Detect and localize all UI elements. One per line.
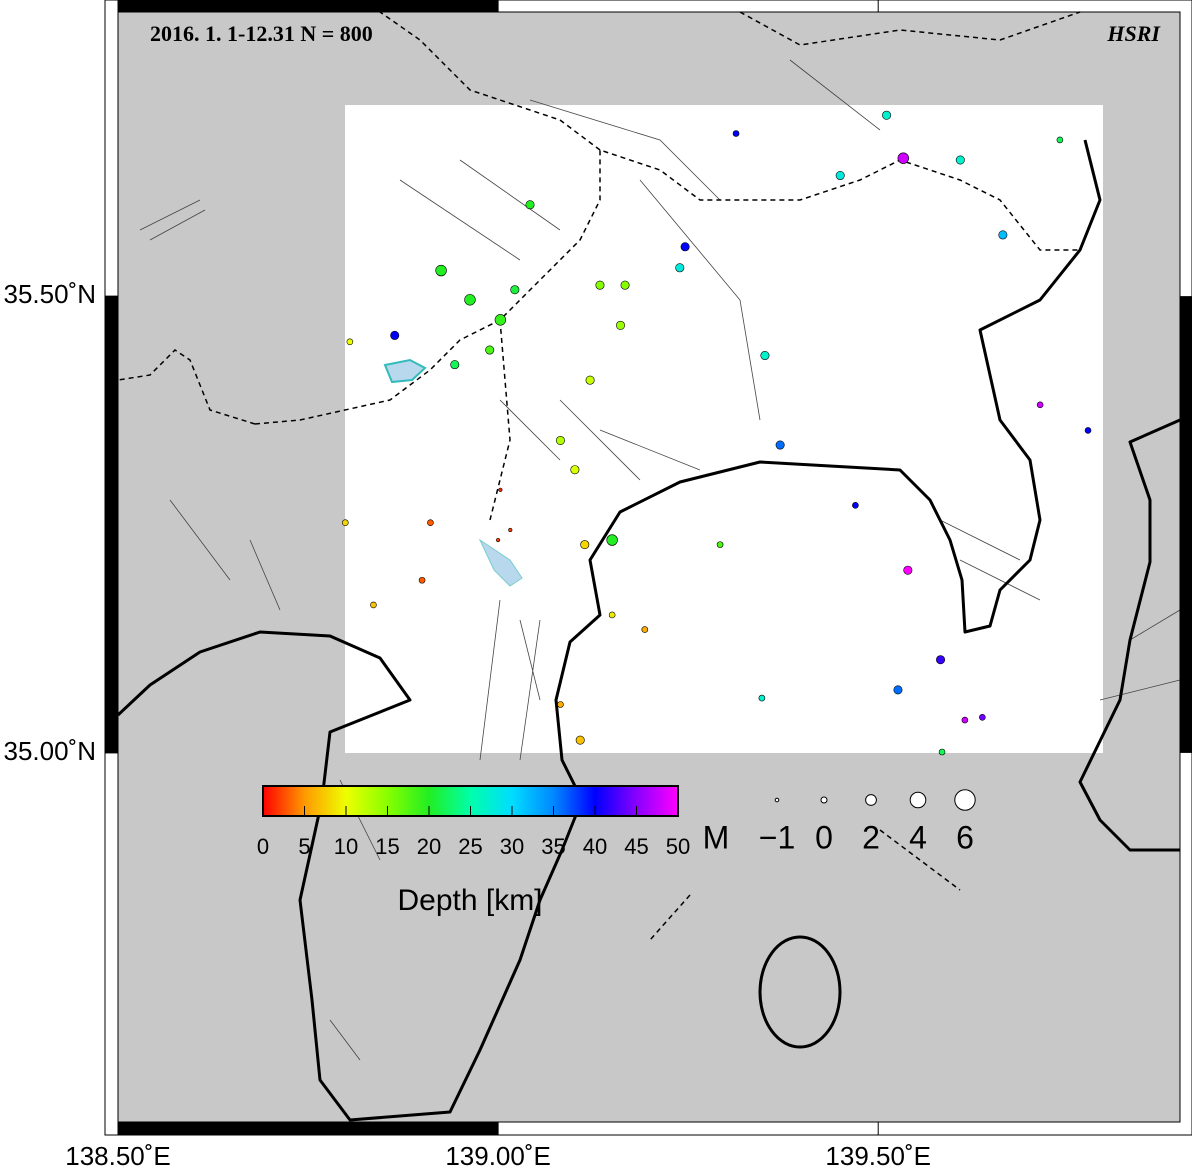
epicenter	[716, 541, 724, 548]
epicenter	[1036, 401, 1044, 409]
epicenter	[494, 314, 507, 326]
epicenters	[341, 110, 1092, 756]
colorbar-label: Depth [km]	[397, 884, 542, 917]
lake-yamanaka	[383, 358, 427, 384]
epicenter	[615, 320, 625, 330]
magnitude-symbol	[820, 796, 828, 804]
colorbar-tick-label: 25	[458, 834, 482, 859]
epicenter	[508, 527, 513, 533]
map-title: 2016. 1. 1-12.31 N = 800	[150, 21, 373, 46]
magnitude-tick-label: 4	[909, 819, 927, 855]
epicenter	[525, 200, 535, 210]
epicenter	[510, 285, 520, 295]
colorbar-tick-label: 10	[334, 834, 358, 859]
epicenter	[893, 685, 903, 695]
epicenter	[1056, 136, 1064, 144]
epicenter	[979, 713, 986, 721]
epicenter	[570, 465, 580, 475]
colorbar-tick-label: 15	[375, 834, 399, 859]
epicenter	[897, 152, 909, 164]
epicenter	[555, 435, 565, 445]
magnitude-symbol	[865, 794, 877, 806]
colorbar-tick-label: 20	[417, 834, 441, 859]
epicenter	[418, 576, 426, 584]
x-tick-label: 139.50˚E	[825, 1141, 931, 1171]
epicenter	[620, 280, 630, 290]
frame-bar	[118, 1122, 499, 1135]
magnitude-symbol	[774, 797, 780, 803]
epicenter	[450, 360, 460, 370]
epicenter	[760, 351, 770, 361]
epicenter	[485, 345, 495, 355]
epicenter	[427, 519, 434, 526]
colorbar-tick-label: 35	[541, 834, 565, 859]
epicenter	[882, 110, 892, 120]
epicenter	[1084, 427, 1092, 434]
epicenter	[955, 155, 965, 165]
epicenter	[758, 694, 766, 702]
colorbar-tick-label: 40	[583, 834, 607, 859]
epicenter	[608, 611, 616, 619]
epicenter	[961, 716, 969, 724]
frame-bar	[118, 0, 499, 12]
epicenter	[936, 655, 946, 665]
epicenter	[557, 701, 564, 708]
frame-bar	[105, 296, 118, 753]
faults	[139, 59, 1181, 1061]
magnitude-tick-label: 6	[956, 819, 974, 855]
epicenter	[370, 601, 377, 609]
y-tick-label: 35.00˚N	[4, 736, 97, 766]
study-area	[345, 105, 1103, 753]
colorbar-tick-label: 45	[624, 834, 648, 859]
coastlines	[116, 139, 1181, 1122]
frame-scale: 138.50˚E 139.00˚E 139.50˚E 35.00˚N 35.50˚N	[4, 0, 1192, 1171]
magnitude-tick-label: −1	[759, 819, 795, 855]
magnitude-symbol	[909, 791, 927, 809]
colorbar-tick-label: 50	[666, 834, 690, 859]
epicenter	[585, 375, 595, 385]
lake-ashi	[478, 538, 523, 587]
x-tick-label: 139.00˚E	[445, 1141, 551, 1171]
epicenter	[775, 440, 785, 450]
frame-bar	[1180, 296, 1192, 753]
epicenter	[852, 502, 859, 509]
epicenter	[998, 230, 1008, 240]
epicenter	[575, 735, 585, 745]
epicenter	[938, 748, 946, 756]
magnitude-symbol	[954, 789, 976, 811]
epicenter	[498, 487, 503, 492]
epicenter	[675, 263, 685, 273]
epicenter	[341, 519, 349, 526]
magnitude-tick-label: 0	[815, 819, 833, 855]
colorbar-tick-label: 30	[500, 834, 524, 859]
epicenter	[606, 534, 618, 546]
epicenter	[680, 242, 690, 252]
credit: HSRI	[1106, 21, 1161, 46]
magnitude-tick-label: 2	[862, 819, 880, 855]
legend: Depth [km] M 0 5 10 15 20 25 30 35 40 45 50 −1 0 2 4 6	[257, 785, 976, 917]
epicenter	[346, 338, 354, 346]
epicenter	[903, 565, 913, 575]
epicenter	[732, 130, 740, 137]
prefecture-borders	[117, 11, 1081, 941]
x-tick-label: 138.50˚E	[65, 1141, 171, 1171]
magnitude-label: M	[703, 819, 730, 855]
epicenter	[641, 626, 649, 633]
epicenter	[580, 540, 590, 550]
colorbar-tick-label: 0	[257, 834, 269, 859]
epicenter	[595, 280, 605, 290]
colorbar-tick-label: 5	[298, 834, 310, 859]
epicenter	[390, 330, 400, 340]
epicenter	[835, 171, 845, 181]
epicenter	[435, 264, 447, 277]
epicenter	[496, 537, 501, 543]
y-tick-label: 35.50˚N	[4, 279, 97, 309]
epicenter	[464, 294, 476, 306]
